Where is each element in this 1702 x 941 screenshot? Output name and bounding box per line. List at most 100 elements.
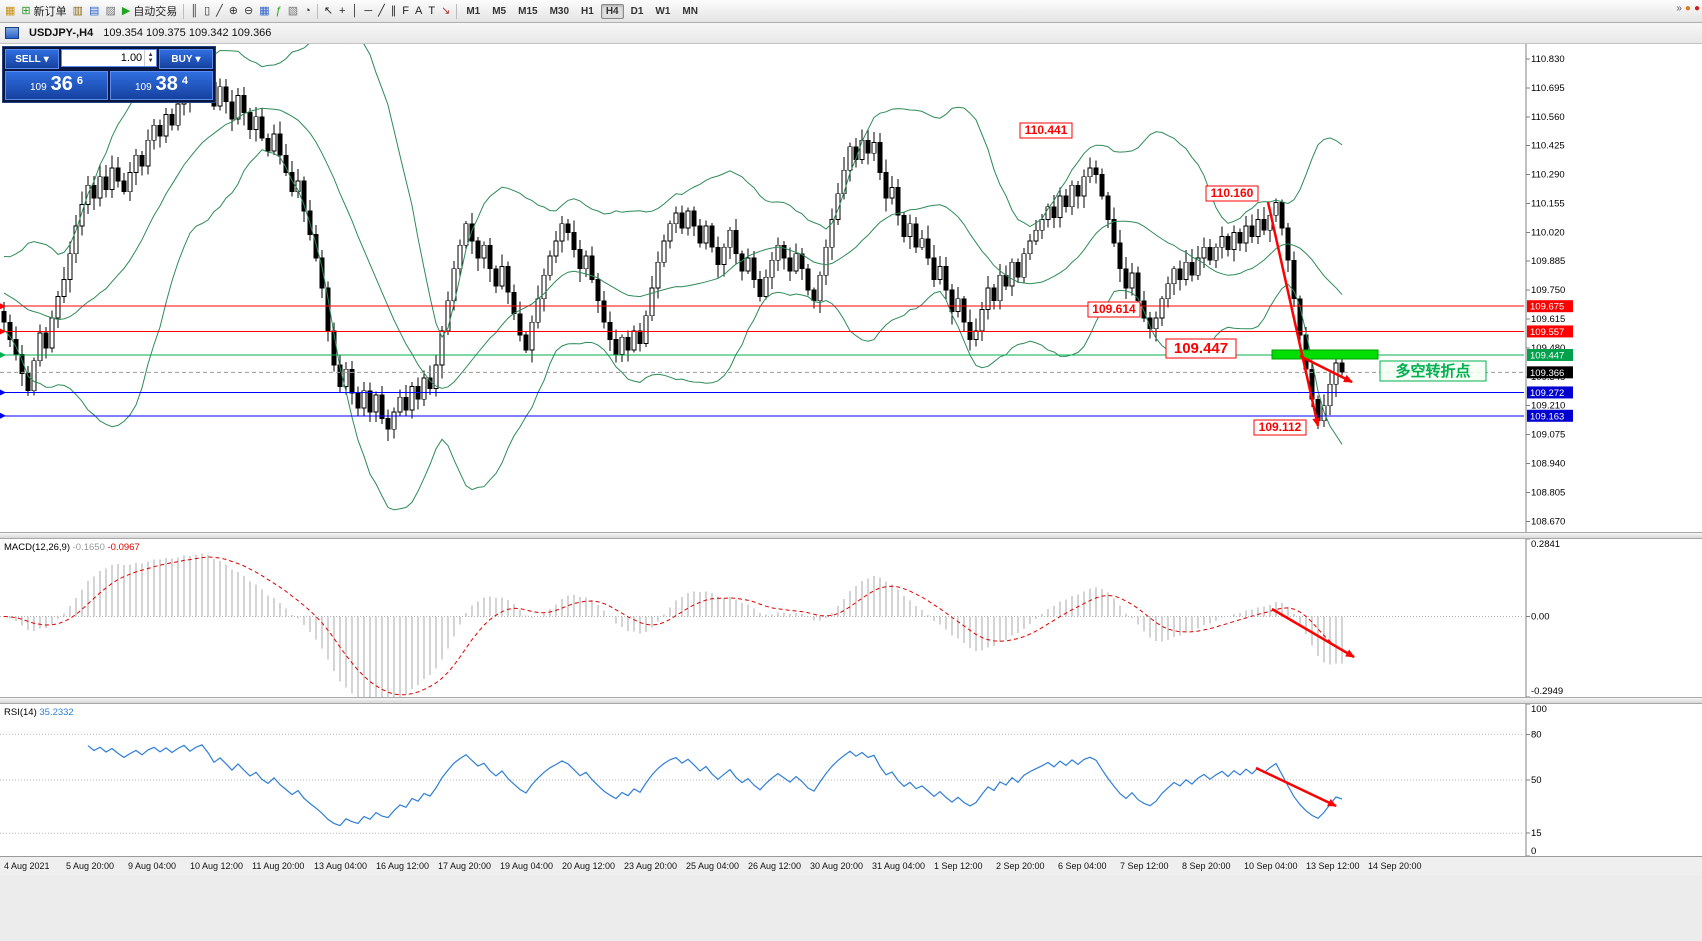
- svg-text:109.447: 109.447: [1530, 350, 1564, 361]
- sell-price-button[interactable]: 109 36 6: [5, 71, 108, 100]
- equidistant-channel-icon[interactable]: ∥: [388, 2, 400, 20]
- time-label: 20 Aug 12:00: [562, 861, 616, 871]
- chart-symbol-period: USDJPY-,H4: [29, 27, 94, 39]
- indicators-icon[interactable]: ƒ: [273, 2, 285, 20]
- templates-icon[interactable]: ▧: [285, 2, 301, 20]
- lot-spinner[interactable]: ▲ ▼: [144, 50, 156, 66]
- timeframe-mn[interactable]: MN: [682, 5, 698, 17]
- line-edge-marker: [0, 412, 6, 419]
- price-note-110.160[interactable]: 110.160: [1205, 185, 1259, 202]
- bar-chart-icon[interactable]: ║: [187, 2, 201, 20]
- pane-separator[interactable]: [0, 532, 1702, 539]
- svg-text:109.615: 109.615: [1531, 314, 1565, 325]
- rsi-pane[interactable]: 100 80 50 15 0 RSI(14) 35.2332: [0, 704, 1702, 856]
- price-chart[interactable]: 110.830 110.695 110.560 110.425 110.290 110.1…: [0, 44, 1702, 532]
- svg-text:110.425: 110.425: [1531, 141, 1565, 152]
- svg-text:100: 100: [1531, 704, 1547, 715]
- horizontal-line-icon[interactable]: ─: [361, 2, 375, 20]
- fibonacci-icon[interactable]: F: [399, 2, 412, 20]
- buy-button-label: BUY: [171, 53, 193, 65]
- crosshair-icon: +: [339, 4, 346, 17]
- supply-zone-rectangle[interactable]: [1271, 349, 1379, 360]
- trend-arrow[interactable]: [1299, 354, 1353, 384]
- charts-window-icon[interactable]: ▦: [2, 2, 18, 20]
- price-note-110.441[interactable]: 110.441: [1019, 122, 1073, 139]
- svg-text:0.00: 0.00: [1531, 612, 1550, 623]
- lot-size-input[interactable]: [62, 50, 145, 66]
- timeframe-m1[interactable]: M1: [466, 5, 481, 17]
- text-icon[interactable]: A: [412, 2, 425, 20]
- lot-size-box: ▲ ▼: [61, 49, 157, 67]
- time-label: 30 Aug 20:00: [810, 861, 864, 871]
- timeframe-w1[interactable]: W1: [655, 5, 671, 17]
- svg-text:110.441: 110.441: [1025, 123, 1068, 137]
- arrows-tool-icon: ↘: [441, 4, 451, 17]
- rsi-label: RSI(14) 35.2332: [4, 707, 74, 718]
- timeframe-h4[interactable]: H4: [600, 3, 624, 19]
- one-click-trading-panel: SELL ▾ ▲ ▼ BUY ▾ 109 36 6 109: [2, 46, 216, 103]
- text-label-icon[interactable]: T: [425, 2, 438, 20]
- candles: [1, 52, 1345, 441]
- crosshair-icon[interactable]: +: [336, 2, 348, 20]
- indicators-icon: ƒ: [275, 4, 282, 17]
- data-window-icon[interactable]: ▨: [102, 2, 118, 20]
- zoom-out-icon[interactable]: ⊖: [241, 2, 256, 20]
- svg-text:多空转折点: 多空转折点: [1395, 362, 1470, 380]
- line-edge-marker: [0, 303, 6, 310]
- buy-price-button[interactable]: 109 38 4: [110, 71, 213, 100]
- buy-button[interactable]: BUY ▾: [159, 49, 213, 69]
- svg-text:110.155: 110.155: [1531, 198, 1565, 209]
- period-settings-icon[interactable]: ◔: [301, 2, 314, 20]
- timeframe-m30[interactable]: M30: [549, 5, 570, 17]
- price-tag-109.272: 109.272: [1527, 386, 1573, 399]
- chart-ohlc: 109.354 109.375 109.342 109.366: [103, 27, 272, 39]
- spinner-down-icon[interactable]: ▼: [147, 58, 154, 64]
- svg-text:110.560: 110.560: [1531, 112, 1565, 123]
- svg-text:110.290: 110.290: [1531, 170, 1565, 181]
- chart-profiles-icon[interactable]: ▥: [70, 2, 86, 20]
- zoom-in-icon[interactable]: ⊕: [226, 2, 241, 20]
- timeframe-d1[interactable]: D1: [630, 5, 644, 17]
- candlestick-chart-icon[interactable]: ▯: [201, 2, 213, 20]
- price-note-109.614[interactable]: 109.614: [1087, 301, 1141, 318]
- market-watch-icon[interactable]: ▤: [86, 2, 102, 20]
- timeframe-h1[interactable]: H1: [581, 5, 594, 17]
- trend-arrow[interactable]: [1266, 201, 1321, 427]
- vertical-line-icon[interactable]: │: [348, 2, 361, 20]
- price-tag-109.366: 109.366: [1527, 366, 1573, 379]
- time-label: 1 Sep 12:00: [934, 861, 983, 871]
- macd-histogram: [9, 553, 1343, 697]
- timeframe-m5[interactable]: M5: [492, 5, 507, 17]
- tile-windows-icon[interactable]: ▦: [256, 2, 272, 20]
- price-note-109.447[interactable]: 109.447: [1165, 338, 1237, 359]
- time-label: 9 Aug 04:00: [128, 861, 177, 871]
- toolbar-separator: [456, 3, 458, 19]
- toolbar-corner: » ● ●: [1676, 3, 1700, 14]
- trend-arrow[interactable]: [1255, 766, 1337, 808]
- spinner-up-icon[interactable]: ▲: [147, 52, 154, 58]
- time-label: 10 Aug 12:00: [190, 861, 244, 871]
- time-label: 16 Aug 12:00: [376, 861, 430, 871]
- sell-button[interactable]: SELL ▾: [5, 49, 59, 69]
- price-axis[interactable]: 110.830 110.695 110.560 110.425 110.290 110.1…: [1525, 44, 1565, 532]
- macd-pane[interactable]: 0.2841 0.00 -0.2949 MACD(12,26,9) -0.1650 -…: [0, 539, 1702, 697]
- trendline-icon[interactable]: ╱: [375, 2, 388, 20]
- trend-arrow[interactable]: [1271, 607, 1355, 659]
- toolbar-separator: [183, 3, 185, 19]
- alert-dot-icon[interactable]: ●: [1693, 3, 1700, 14]
- cursor-icon[interactable]: ↖: [321, 2, 336, 20]
- line-chart-icon[interactable]: ╱: [213, 2, 226, 20]
- time-axis[interactable]: 4 Aug 2021 5 Aug 20:00 9 Aug 04:00 10 Aug 1…: [0, 856, 1702, 875]
- price-note-109.112[interactable]: 109.112: [1253, 419, 1307, 436]
- pane-separator[interactable]: [0, 697, 1702, 704]
- community-dot-icon[interactable]: ●: [1684, 3, 1691, 14]
- new-order-button[interactable]: ⊞ 新订单: [18, 2, 69, 20]
- text-icon: A: [415, 4, 423, 17]
- turning-point-note[interactable]: 多空转折点: [1379, 360, 1487, 382]
- auto-trading-button[interactable]: ▶ 自动交易: [119, 2, 180, 20]
- toolbar-overflow-icon[interactable]: »: [1676, 3, 1682, 14]
- arrows-tool-icon[interactable]: ↘: [438, 2, 453, 20]
- time-label: 10 Sep 04:00: [1244, 861, 1298, 871]
- time-label: 13 Aug 04:00: [314, 861, 368, 871]
- timeframe-m15[interactable]: M15: [518, 5, 538, 17]
